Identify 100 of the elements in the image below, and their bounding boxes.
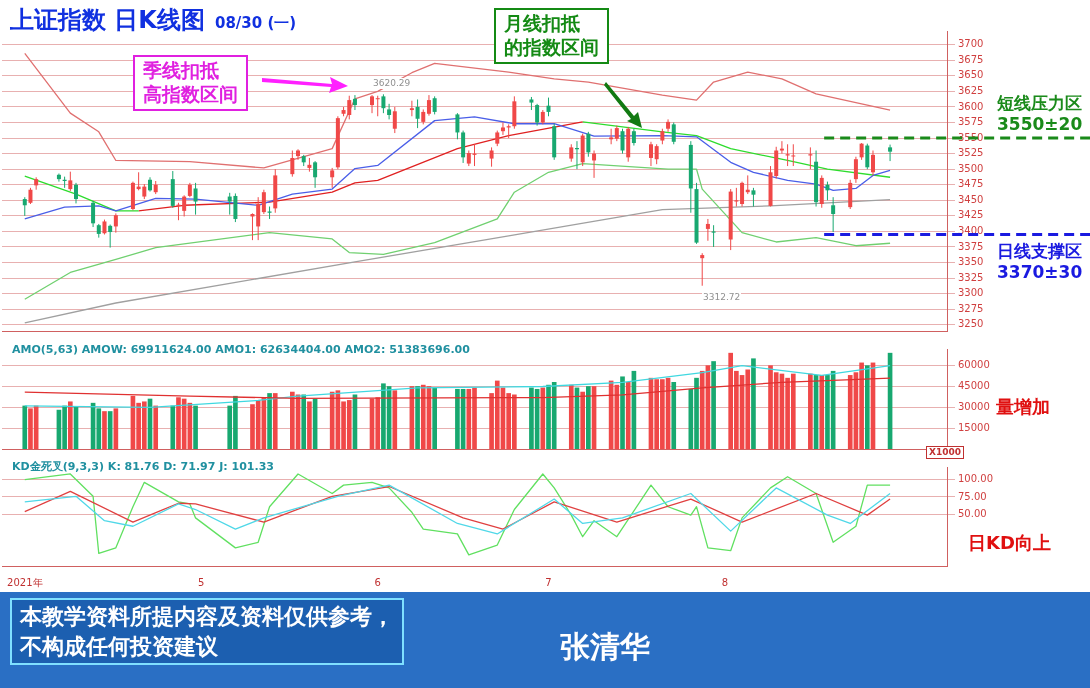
candlestick bbox=[113, 212, 118, 234]
bar bbox=[864, 365, 870, 449]
candlestick bbox=[609, 128, 614, 145]
candlestick bbox=[455, 112, 460, 140]
bar bbox=[819, 375, 825, 449]
ref-line-label: 日线支撑区 3370±30 bbox=[997, 240, 1083, 282]
candlestick bbox=[865, 143, 870, 170]
bar bbox=[808, 373, 813, 449]
y-tick-label: 3475 bbox=[958, 178, 984, 190]
text: 张清华 bbox=[560, 628, 650, 666]
candlestick bbox=[296, 148, 301, 161]
annotation: 3620.29 bbox=[373, 78, 411, 90]
candlestick bbox=[290, 150, 295, 178]
annotation: 3312.72 bbox=[703, 292, 741, 304]
x-tick-label: 2021年 bbox=[7, 576, 43, 588]
y-tick-label: 50.00 bbox=[958, 508, 987, 519]
y-tick-label: 3675 bbox=[958, 53, 984, 65]
y-tick-label: 3350 bbox=[958, 256, 984, 268]
x-tick-label: 6 bbox=[374, 576, 381, 588]
annotation: KD金死叉(9,3,3) K: 81.76 D: 71.97 J: 101.33 bbox=[12, 460, 274, 474]
candlestick bbox=[370, 94, 375, 114]
y-tick-label: 45000 bbox=[958, 380, 990, 392]
candlestick bbox=[671, 121, 676, 145]
candlestick bbox=[375, 95, 380, 117]
bar bbox=[568, 384, 574, 449]
candlestick bbox=[22, 196, 27, 217]
bar bbox=[580, 391, 585, 449]
y-tick-label: 3625 bbox=[958, 84, 984, 96]
candlestick bbox=[68, 171, 73, 192]
y-tick-label: 3425 bbox=[958, 209, 984, 221]
candlestick bbox=[489, 146, 494, 168]
candlestick bbox=[182, 194, 187, 217]
candlestick bbox=[705, 218, 710, 242]
y-tick-label: 15000 bbox=[958, 421, 990, 433]
candlestick bbox=[888, 144, 893, 162]
y-tick-label: 3650 bbox=[958, 69, 984, 81]
y-tick-label: 3700 bbox=[958, 38, 984, 50]
candlestick bbox=[352, 94, 357, 111]
bar bbox=[671, 382, 677, 449]
candlestick bbox=[648, 141, 653, 167]
annotation: AMO(5,63) AMOW: 69911624.00 AMO1: 62634404.00 AMO2: 51383696.00 bbox=[12, 343, 470, 357]
annotation: 月线扣抵的指数区间 bbox=[504, 12, 599, 60]
candlestick bbox=[825, 181, 830, 201]
candlestick bbox=[256, 196, 261, 241]
y-tick-label: 3600 bbox=[958, 100, 984, 112]
candlestick bbox=[853, 156, 858, 184]
candlestick bbox=[313, 160, 318, 189]
chart-subtitle: 08/30 (一) bbox=[214, 14, 297, 32]
candlestick bbox=[751, 187, 756, 208]
candlestick bbox=[870, 150, 875, 176]
candlestick bbox=[108, 224, 113, 249]
candlestick bbox=[381, 93, 386, 114]
candlestick bbox=[387, 103, 392, 120]
candlestick bbox=[711, 224, 716, 248]
annotation: 季线扣抵高指数区间 bbox=[143, 59, 238, 107]
bar bbox=[267, 393, 272, 449]
y-tick-label: 3500 bbox=[958, 162, 984, 174]
x-tick-label: 5 bbox=[198, 576, 205, 588]
y-tick-label: 3300 bbox=[958, 287, 984, 299]
candlestick bbox=[415, 98, 420, 129]
y-tick-label: 3325 bbox=[958, 271, 984, 283]
bar bbox=[22, 405, 28, 449]
candlestick bbox=[546, 97, 551, 117]
y-tick-label: 75.00 bbox=[958, 490, 987, 502]
candlestick bbox=[700, 252, 705, 287]
annotation: X1000 bbox=[929, 447, 961, 459]
candlestick bbox=[666, 118, 671, 133]
y-tick-label: 3375 bbox=[958, 240, 984, 252]
y-tick-label: 3575 bbox=[958, 116, 984, 128]
candlestick bbox=[74, 182, 79, 204]
candlestick bbox=[426, 94, 431, 117]
y-tick-label: 100.00 bbox=[958, 473, 993, 485]
bar bbox=[307, 401, 312, 449]
candlestick bbox=[791, 143, 796, 167]
candlestick bbox=[654, 143, 659, 165]
chart-title: 上证指数 日K线图 bbox=[10, 6, 205, 34]
bar bbox=[540, 387, 546, 449]
bar bbox=[102, 411, 107, 449]
text: 量增加 bbox=[996, 396, 1050, 419]
candlestick bbox=[261, 189, 266, 215]
bar bbox=[751, 358, 756, 449]
candlestick bbox=[91, 200, 96, 228]
bar bbox=[586, 386, 591, 449]
candlestick bbox=[586, 131, 591, 158]
y-tick-label: 3250 bbox=[958, 318, 984, 330]
y-tick-label: 60000 bbox=[958, 359, 990, 371]
bar bbox=[415, 386, 420, 449]
bar bbox=[625, 382, 631, 449]
bar bbox=[153, 405, 159, 449]
bar bbox=[392, 390, 398, 449]
candlestick bbox=[392, 106, 397, 134]
y-tick-label: 3550 bbox=[958, 131, 984, 143]
bar bbox=[711, 361, 716, 449]
candlestick bbox=[740, 181, 745, 208]
y-tick-label: 3525 bbox=[958, 147, 984, 159]
candlestick bbox=[193, 182, 198, 216]
x-tick-label: 7 bbox=[545, 576, 552, 588]
candlestick bbox=[500, 121, 505, 136]
candlestick bbox=[535, 103, 540, 127]
candlestick bbox=[330, 167, 335, 189]
